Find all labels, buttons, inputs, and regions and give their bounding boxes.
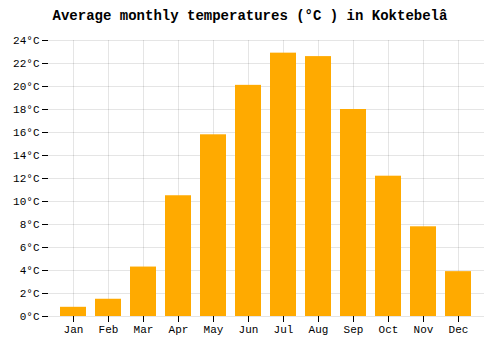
- svg-text:Mar: Mar: [134, 324, 154, 336]
- svg-text:Jun: Jun: [239, 324, 259, 336]
- svg-text:24°C: 24°C: [13, 35, 40, 47]
- svg-text:18°C: 18°C: [13, 104, 40, 116]
- svg-text:Jan: Jan: [64, 324, 84, 336]
- svg-text:8°C: 8°C: [20, 219, 40, 231]
- svg-text:2°C: 2°C: [20, 288, 40, 300]
- svg-text:Feb: Feb: [99, 324, 119, 336]
- svg-text:Oct: Oct: [379, 324, 399, 336]
- svg-text:22°C: 22°C: [13, 58, 40, 70]
- svg-text:14°C: 14°C: [13, 150, 40, 162]
- svg-text:Apr: Apr: [169, 324, 189, 336]
- svg-text:6°C: 6°C: [20, 242, 40, 254]
- svg-text:20°C: 20°C: [13, 81, 40, 93]
- svg-text:May: May: [204, 324, 224, 336]
- svg-text:10°C: 10°C: [13, 196, 40, 208]
- svg-text:Dec: Dec: [449, 324, 469, 336]
- svg-text:Sep: Sep: [344, 324, 364, 336]
- svg-text:12°C: 12°C: [13, 173, 40, 185]
- svg-text:Nov: Nov: [414, 324, 434, 336]
- svg-text:16°C: 16°C: [13, 127, 40, 139]
- svg-text:0°C: 0°C: [20, 311, 40, 323]
- svg-text:Jul: Jul: [274, 324, 294, 336]
- html-text:Average monthly temperatures (: Average monthly temperatures (°C ) in Ko…: [52, 8, 448, 24]
- svg-text:4°C: 4°C: [20, 265, 40, 277]
- svg-text:Aug: Aug: [309, 324, 329, 336]
